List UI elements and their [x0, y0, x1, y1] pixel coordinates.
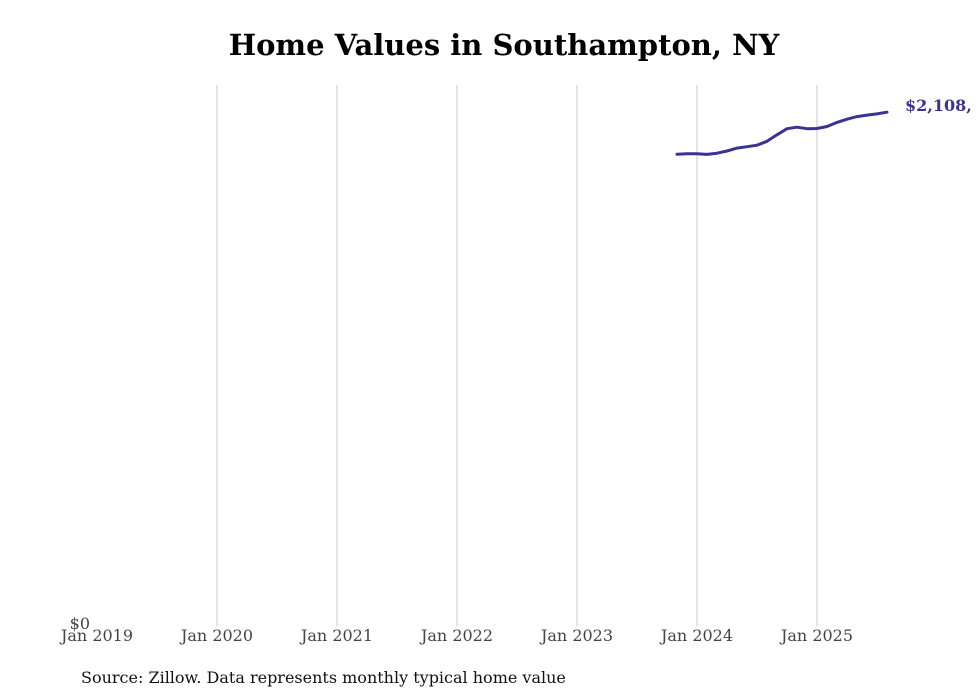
data-point-2023-12 [685, 152, 689, 155]
data-point-2024-03 [715, 152, 719, 155]
series-layer: $2,108, [675, 96, 972, 156]
data-point-2025-02 [825, 125, 829, 128]
data-point-2024-04 [725, 149, 729, 153]
data-point-2024-02 [705, 153, 709, 156]
data-point-2024-08 [765, 140, 769, 143]
x-tick-label: Jan 2025 [779, 626, 853, 645]
data-point-2025-05 [855, 115, 859, 118]
series-line [675, 110, 889, 156]
data-point-2025-06 [865, 113, 869, 117]
x-axis-ticks: Jan 2019 Jan 2020 Jan 2021 Jan 2022 Jan 2023… [59, 626, 853, 645]
chart-title: Home Values in Southampton, NY [228, 28, 780, 62]
end-value-label: $2,108, [905, 96, 972, 115]
y-tick-label: $0 [70, 614, 90, 633]
x-tick-label: Jan 2021 [299, 626, 373, 645]
data-point-2025-07 [875, 112, 879, 116]
data-point-2024-09 [775, 133, 779, 136]
gridlines [216, 85, 818, 626]
data-point-2024-01 [695, 152, 699, 155]
data-point-2025-04 [845, 118, 849, 121]
x-tick-label: Jan 2023 [539, 626, 613, 645]
x-tick-label: Jan 2020 [179, 626, 253, 645]
source-note: Source: Zillow. Data represents monthly … [81, 668, 566, 687]
data-point-2024-12 [805, 127, 809, 130]
x-tick-label: Jan 2024 [659, 626, 733, 645]
data-point-2024-06 [745, 145, 749, 148]
x-tick-label: Jan 2022 [419, 626, 493, 645]
data-point-2024-10 [785, 127, 789, 130]
y-axis-ticks: $0 [70, 614, 90, 633]
data-point-2025-03 [835, 121, 839, 124]
data-point-2023-11 [675, 152, 679, 156]
data-point-2024-11 [795, 126, 799, 129]
data-point-2024-07 [755, 144, 759, 147]
data-point-2025-08 [885, 110, 889, 114]
x-tick-label: Jan 2019 [59, 626, 133, 645]
data-point-2024-05 [735, 146, 739, 150]
data-point-2025-01 [815, 127, 819, 130]
